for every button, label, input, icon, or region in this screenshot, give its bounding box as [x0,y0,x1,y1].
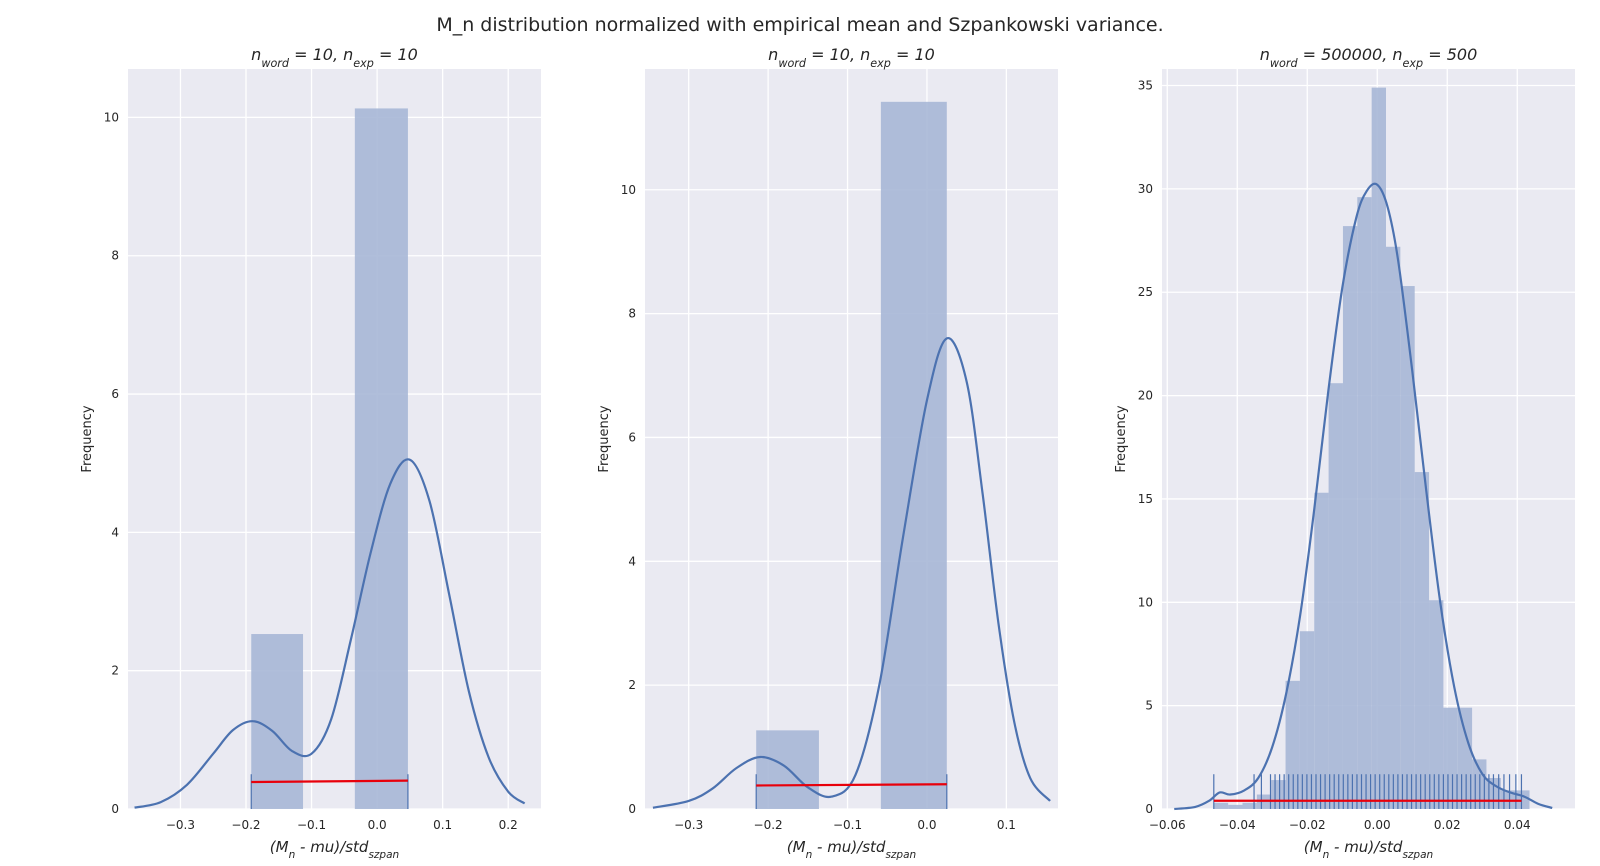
y-tick-label: 6 [628,430,636,444]
subplot-3: −0.06 −0.04 −0.02 0.00 0.02 0.04 0 5 10 15 20 25 30 3… [1114,45,1575,861]
x-tick-label: 0.1 [433,818,452,832]
y-tick-label: 30 [1138,182,1153,196]
histogram-bar [354,108,408,810]
histogram-bar [1271,780,1286,809]
kde-curve [134,458,526,809]
x-tick-label: 0.1 [997,818,1016,832]
y-tick-label: 6 [111,387,119,401]
histogram-bar [1242,802,1257,809]
x-tick-label: −0.2 [231,818,260,832]
y-axis-label: Frequency [80,405,95,472]
subplot-2: −0.3 −0.2 −0.1 0.0 0.1 0 2 4 6 8 10 nword = 10, nex… [597,45,1058,861]
x-tick-label: −0.02 [1289,818,1326,832]
histogram-bar [1400,286,1415,810]
subplot-title: nword = 10, nexp = 10 [768,45,935,70]
x-tick-label: −0.06 [1149,818,1186,832]
histogram-bar [1357,197,1372,809]
y-tick-label: 25 [1138,285,1153,299]
subplot-title: nword = 500000, nexp = 500 [1260,45,1478,70]
x-tick-label: −0.3 [166,818,195,832]
histogram-bar [1414,472,1430,809]
y-tick-label: 35 [1138,79,1153,93]
histogram-bar [880,101,947,810]
histogram-bar [1228,804,1243,809]
y-tick-label: 20 [1138,389,1153,403]
x-tick-label: −0.04 [1219,818,1256,832]
x-axis-label: (Mn - mu)/stdszpan [1304,838,1433,861]
histogram-bar [1328,383,1343,809]
x-tick-label: 0.2 [499,818,518,832]
histogram-bar [1371,87,1386,810]
histogram-bar [1429,600,1444,809]
x-tick-label: 0.0 [917,818,936,832]
x-tick-label: 0.04 [1504,818,1531,832]
y-tick-label: 0 [628,802,636,816]
y-tick-label: 10 [621,183,636,197]
y-axis-label: Frequency [597,405,612,472]
histogram-bar [1314,492,1329,809]
kde-curve [1174,182,1553,811]
y-tick-label: 2 [111,664,119,678]
red-line [251,779,408,784]
kde-curve [652,337,1051,809]
x-tick-label: −0.2 [754,818,783,832]
figure-suptitle: M_n distribution normalized with empiric… [436,14,1163,36]
histogram-bar [1443,707,1458,809]
y-tick-label: 0 [111,802,119,816]
y-tick-label: 5 [1145,699,1153,713]
y-tick-label: 4 [628,554,636,568]
x-axis-label: (Mn - mu)/stdszpan [787,838,916,861]
y-tick-label: 8 [111,249,119,263]
histogram-bar [1457,707,1473,809]
x-tick-label: −0.3 [674,818,703,832]
y-axis-label: Frequency [1114,405,1129,472]
x-tick-label: −0.1 [833,818,862,832]
y-tick-label: 8 [628,307,636,321]
y-tick-label: 10 [1138,595,1153,609]
histogram-bar [1342,226,1358,809]
y-tick-label: 10 [104,110,119,124]
y-tick-label: 15 [1138,492,1153,506]
axes-background [645,69,1058,809]
x-tick-label: −0.1 [297,818,326,832]
subplot-title: nword = 10, nexp = 10 [251,45,418,70]
y-tick-label: 4 [111,525,119,539]
histogram-bar [251,634,304,809]
histogram-bar [1213,802,1229,809]
y-tick-label: 0 [1145,802,1153,816]
histogram-bar [1299,631,1315,809]
x-axis-label: (Mn - mu)/stdszpan [270,838,399,861]
subplot-1: −0.3 −0.2 −0.1 0.0 0.1 0.2 0 2 4 6 8 10 nword = 10, … [80,45,541,861]
x-tick-label: 0.00 [1364,818,1391,832]
x-tick-label: 0.0 [368,818,387,832]
axes-background [128,69,541,809]
red-line [756,783,947,787]
x-tick-label: 0.02 [1434,818,1461,832]
y-tick-label: 2 [628,678,636,692]
histogram-bar [1386,246,1401,809]
